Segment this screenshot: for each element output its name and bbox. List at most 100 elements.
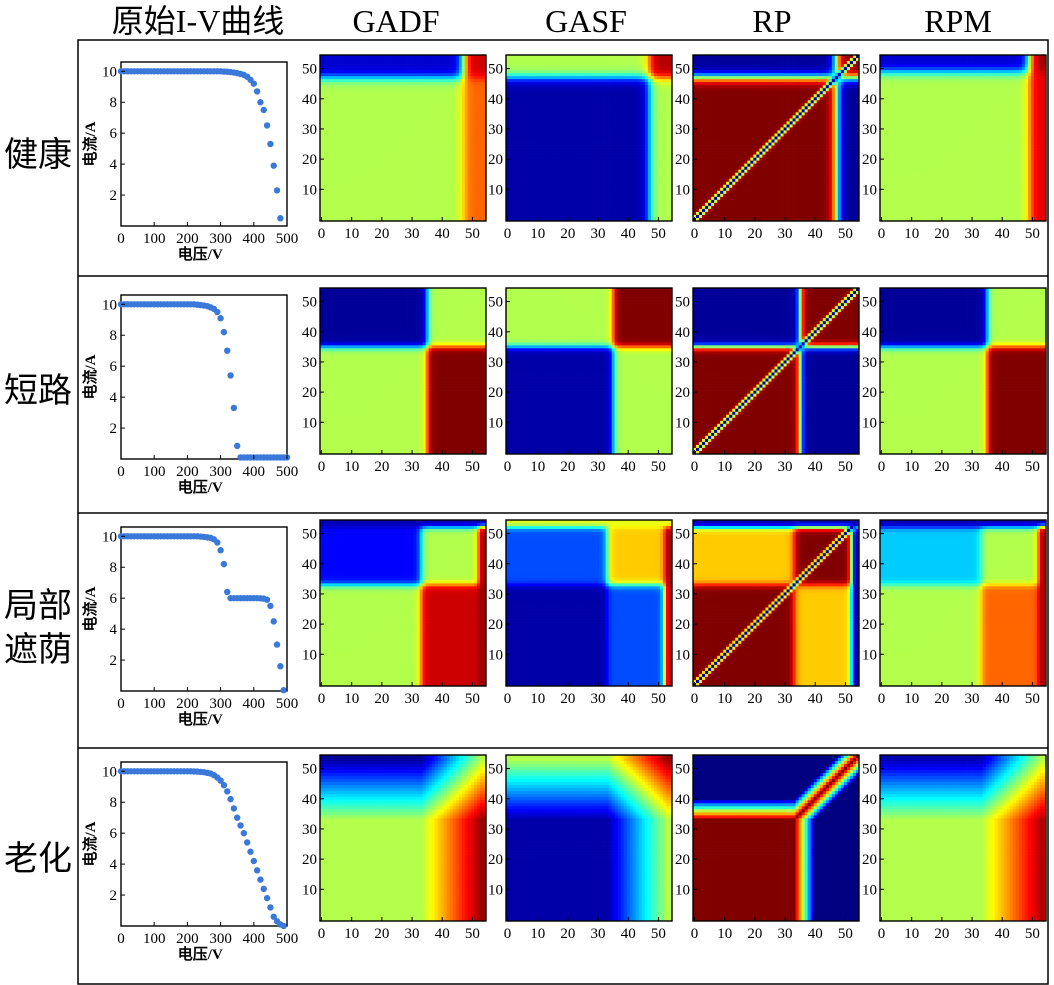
heatmap-cell (350, 88, 354, 92)
heatmap-cell (458, 67, 463, 71)
heatmap-cell (467, 133, 472, 137)
heatmap-cell (392, 85, 396, 89)
heatmap-cell (386, 160, 390, 165)
heatmap-cell (422, 211, 426, 216)
heatmap-cell (476, 190, 481, 195)
heatmap-cell (623, 73, 628, 77)
heatmap-cell (431, 196, 436, 201)
heatmap-cell (356, 175, 360, 180)
heatmap-cell (542, 145, 546, 149)
heatmap-cell (404, 61, 408, 65)
heatmap-cell (566, 97, 570, 101)
heatmap-cell (347, 109, 351, 113)
heatmap-cell (374, 76, 378, 80)
heatmap-cell (389, 166, 393, 171)
heatmap-cell (554, 154, 558, 158)
heatmap-cell (611, 91, 616, 95)
heatmap-cell (398, 112, 402, 116)
heatmap-cell (482, 55, 487, 59)
heatmap-cell (560, 118, 564, 122)
heatmap-cell (605, 61, 609, 65)
heatmap-cell (377, 124, 381, 128)
heatmap-cell (428, 181, 433, 186)
heatmap-cell (440, 61, 445, 65)
heatmap-cell (347, 73, 351, 77)
heatmap-cell (347, 193, 351, 198)
heatmap-cell (539, 148, 543, 152)
heatmap-cell (338, 181, 342, 186)
heatmap-cell (623, 151, 628, 155)
heatmap-cell (353, 163, 357, 168)
heatmap-cell (587, 127, 591, 131)
heatmap-cell (365, 172, 369, 177)
heatmap-cell (335, 157, 339, 161)
heatmap-cell (608, 118, 612, 122)
heatmap-cell (464, 154, 469, 158)
heatmap-cell (629, 148, 634, 152)
heatmap-cell (401, 193, 405, 198)
heatmap-cell (545, 61, 549, 65)
heatmap-cell (473, 103, 478, 107)
heatmap-cell (617, 130, 622, 134)
heatmap-cell (599, 61, 603, 65)
heatmap-cell (476, 217, 481, 222)
heatmap-cell (374, 136, 378, 140)
heatmap-cell (386, 205, 390, 210)
heatmap-cell (404, 100, 408, 104)
heatmap-cell (395, 145, 399, 149)
heatmap-cell (602, 148, 606, 152)
heatmap-cell (359, 55, 363, 59)
heatmap-cell (416, 67, 420, 71)
heatmap-cell (455, 169, 460, 174)
heatmap-cell (641, 103, 646, 107)
heatmap-cell (641, 79, 646, 83)
heatmap-cell (419, 187, 423, 192)
heatmap-cell (599, 151, 603, 155)
heatmap-cell (401, 139, 405, 143)
heatmap-cell (536, 79, 540, 83)
heatmap-cell (395, 208, 399, 213)
heatmap-cell (509, 145, 513, 149)
heatmap-cell (410, 88, 414, 92)
heatmap-cell (359, 61, 363, 65)
heatmap-cell (572, 130, 576, 134)
heatmap-cell (539, 130, 543, 134)
heatmap-cell (437, 148, 442, 152)
heatmap-cell (605, 85, 609, 89)
heatmap-cell (530, 76, 534, 80)
heatmap-cell (434, 130, 439, 134)
heatmap-cell (389, 157, 393, 161)
heatmap-cell (473, 88, 478, 92)
heatmap-cell (473, 67, 478, 71)
heatmap-cell (344, 91, 348, 95)
heatmap-cell (596, 64, 600, 68)
heatmap-cell (458, 130, 463, 134)
heatmap-cell (566, 139, 570, 143)
heatmap-cell (416, 82, 420, 86)
heatmap-cell (407, 76, 411, 80)
heatmap-cell (476, 136, 481, 140)
heatmap-cell (392, 136, 396, 140)
heatmap-cell (419, 118, 423, 122)
heatmap-cell (404, 178, 408, 183)
heatmap-cell (380, 124, 384, 128)
heatmap-cell (587, 106, 591, 110)
heatmap-cell (347, 61, 351, 65)
heatmap-cell (632, 97, 637, 101)
heatmap-cell (515, 142, 519, 146)
heatmap-cell (452, 211, 457, 216)
heatmap-cell (581, 112, 585, 116)
heatmap-cell (365, 94, 369, 98)
heatmap-cell (584, 139, 588, 143)
heatmap-cell (641, 58, 646, 62)
heatmap-cell (587, 151, 591, 155)
heatmap-cell (578, 70, 582, 74)
heatmap-cell (599, 121, 603, 125)
heatmap-cell (398, 103, 402, 107)
heatmap-cell (617, 61, 622, 65)
heatmap-cell (410, 91, 414, 95)
heatmap-cell (455, 85, 460, 89)
heatmap-cell (632, 85, 637, 89)
heatmap-cell (413, 94, 417, 98)
heatmap-cell (359, 199, 363, 204)
